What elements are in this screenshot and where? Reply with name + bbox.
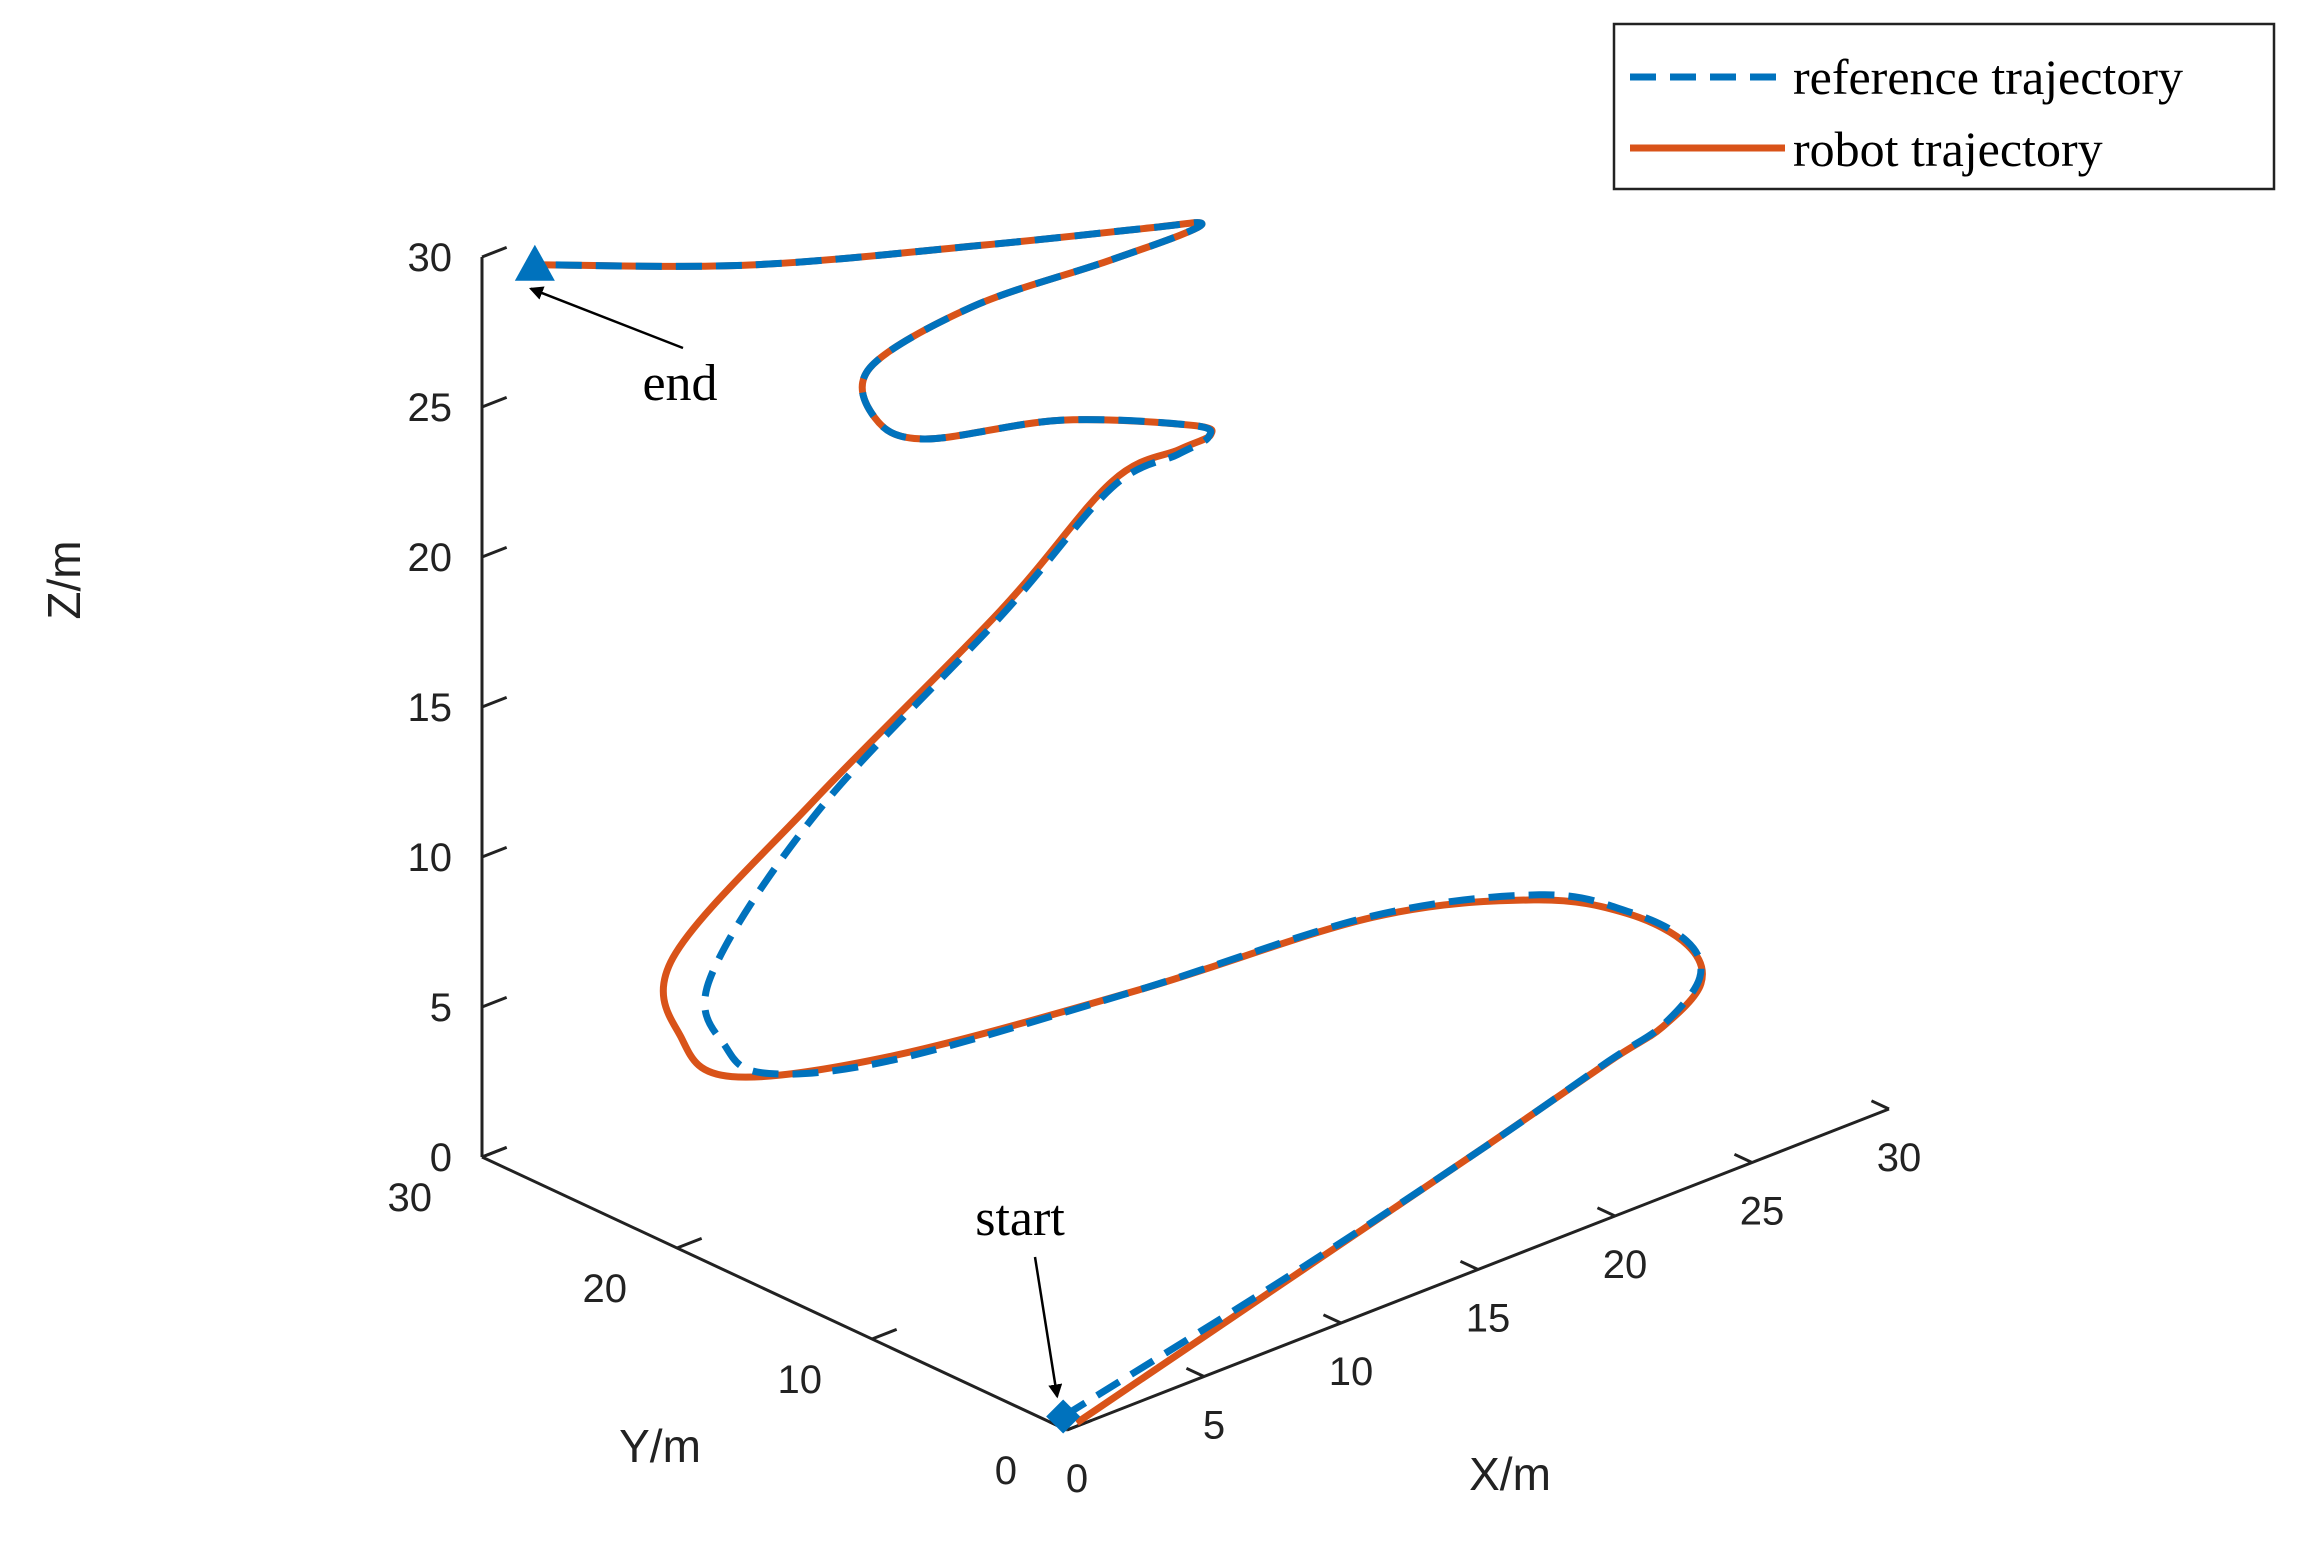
end-marker	[514, 244, 555, 281]
z-tick-label: 15	[408, 686, 453, 730]
z-tick-label: 30	[408, 236, 453, 280]
z-tick-mark	[481, 695, 508, 709]
z-tick-label: 20	[408, 536, 453, 580]
y-tick-label: 20	[583, 1267, 628, 1311]
y-tick-mark	[871, 1327, 898, 1341]
markers-group	[514, 244, 1081, 1434]
z-axis-label: Z/m	[38, 540, 90, 619]
x-tick-label: 15	[1466, 1297, 1511, 1341]
y-tick-label: 10	[778, 1358, 823, 1402]
z-tick-mark	[481, 545, 508, 559]
z-tick-mark	[481, 845, 508, 859]
axes-group	[480, 257, 1890, 1432]
y-tick-mark	[676, 1236, 703, 1250]
start-arrow	[1033, 1256, 1063, 1399]
x-tick-label: 20	[1603, 1243, 1648, 1287]
x-tick-label: 5	[1203, 1404, 1225, 1448]
x-tick-mark	[1596, 1206, 1616, 1218]
series-group	[534, 219, 1706, 1426]
annotation-end: end	[642, 355, 717, 412]
z-tick-label: 0	[430, 1136, 452, 1180]
x-tick-mark	[1733, 1152, 1753, 1164]
x-tick-label: 0	[1066, 1457, 1088, 1501]
z-tick-label: 5	[430, 986, 452, 1030]
legend-label-reference: reference trajectory	[1793, 49, 2183, 105]
legend-box	[1612, 22, 2276, 191]
x-axis-label: X/m	[1469, 1448, 1551, 1500]
annotations-group	[528, 286, 1063, 1399]
z-tick-mark	[481, 395, 508, 409]
x-tick-label: 25	[1740, 1190, 1785, 1234]
y-tick-label: 30	[388, 1176, 433, 1220]
end-arrow	[528, 286, 684, 350]
x-tick-label: 30	[1877, 1136, 1922, 1180]
x-tick-mark	[1185, 1366, 1205, 1378]
z-tick-label: 10	[408, 836, 453, 880]
z-tick-mark	[481, 995, 508, 1009]
x-tick-label: 10	[1329, 1350, 1374, 1394]
z-tick-label: 25	[408, 386, 453, 430]
y-tick-label: 0	[995, 1449, 1017, 1493]
y-axis-line	[481, 1155, 1068, 1432]
annotation-start: start	[975, 1190, 1065, 1247]
legend: reference trajectory robot trajectory	[1612, 22, 2276, 191]
x-tick-mark	[1870, 1099, 1890, 1111]
start-marker	[1046, 1399, 1081, 1434]
y-axis-label: Y/m	[619, 1420, 701, 1472]
x-tick-mark	[1322, 1313, 1342, 1325]
z-tick-mark	[481, 1145, 508, 1159]
legend-label-robot: robot trajectory	[1793, 121, 2103, 177]
x-tick-mark	[1459, 1259, 1479, 1271]
z-tick-mark	[481, 245, 508, 259]
series-line-reference-trajectory	[534, 219, 1705, 1420]
